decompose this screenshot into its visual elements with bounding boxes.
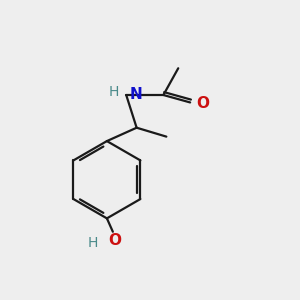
Text: O: O xyxy=(196,96,209,111)
Text: O: O xyxy=(108,233,121,248)
Text: H: H xyxy=(108,85,119,99)
Text: H: H xyxy=(88,236,98,250)
Text: N: N xyxy=(129,87,142,102)
